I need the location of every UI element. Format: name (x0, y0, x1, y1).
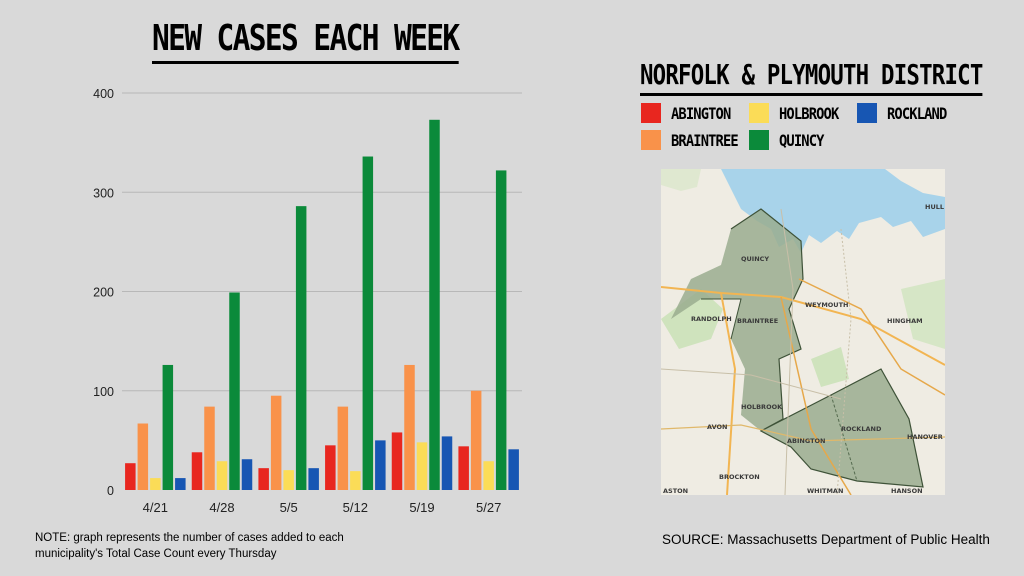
map-label-hanover: HANOVER (907, 433, 943, 441)
legend-swatch-holbrook (749, 103, 769, 123)
bar-quincy-5-27 (495, 170, 507, 491)
bar-abington-4-28 (191, 452, 203, 490)
bar-holbrook-4-28 (216, 461, 228, 490)
bar-rockland-5-27 (508, 449, 519, 490)
legend-item-rockland: ROCKLAND (857, 103, 956, 123)
legend: ABINGTON HOLBROOK ROCKLAND BRAINTREE QUI… (641, 103, 981, 153)
legend-label-holbrook: HOLBROOK (779, 103, 839, 123)
bar-quincy-5-19 (429, 119, 440, 491)
legend-label-rockland: ROCKLAND (887, 103, 947, 123)
bar-quincy-5-5 (295, 206, 307, 490)
bar-rockland-5-5 (308, 468, 319, 490)
legend-item-abington: ABINGTON (641, 103, 740, 123)
x-tick-label-5-27: 5/27 (476, 500, 501, 515)
legend-item-braintree: BRAINTREE (641, 130, 749, 150)
map-label-avon: AVON (707, 423, 727, 431)
x-tick-label-4-28: 4/28 (209, 500, 234, 515)
bar-rockland-4-21 (175, 478, 186, 490)
y-tick-label-300: 300 (93, 186, 114, 200)
legend-swatch-braintree (641, 130, 661, 150)
y-tick-label-100: 100 (93, 385, 114, 399)
bar-holbrook-4-21 (150, 478, 161, 490)
legend-label-braintree: BRAINTREE (671, 130, 739, 150)
bar-quincy-5-12 (362, 156, 374, 490)
y-tick-label-200: 200 (93, 286, 114, 300)
map-label-holbrook: HOLBROOK (741, 403, 783, 411)
bar-rockland-5-12 (375, 440, 386, 490)
bar-quincy-4-28 (229, 292, 240, 490)
map-label-hanson: HANSON (891, 487, 923, 495)
district-title: NORFOLK & PLYMOUTH DISTRICT (640, 58, 983, 96)
bar-chart: 0 100 200 300 400 4/21 4/28 5/5 5/12 5/19 5/27 (93, 87, 522, 515)
footnote: NOTE: graph represents the number of cas… (35, 532, 344, 560)
map-label-randolph: RANDOLPH (691, 315, 732, 323)
bar-quincy-4-21 (162, 364, 174, 490)
x-tick-label-5-19: 5/19 (409, 500, 434, 515)
y-tick-label-0: 0 (107, 484, 114, 498)
y-tick-label-400: 400 (93, 87, 114, 101)
map-label-weymouth: WEYMOUTH (805, 301, 848, 309)
x-tick-label-4-21: 4/21 (143, 500, 168, 515)
legend-label-quincy: QUINCY (779, 130, 824, 150)
legend-swatch-abington (641, 103, 661, 123)
x-tick-label-5-5: 5/5 (280, 500, 298, 515)
bar-braintree-5-5 (270, 395, 282, 490)
legend-item-holbrook: HOLBROOK (749, 103, 848, 123)
bar-abington-5-27 (458, 446, 469, 490)
bar-braintree-5-19 (404, 364, 415, 490)
map-label-braintree: BRAINTREE (737, 317, 778, 325)
legend-label-abington: ABINGTON (671, 103, 731, 123)
legend-swatch-rockland (857, 103, 877, 123)
bar-braintree-4-21 (137, 423, 149, 490)
map-label-rockland: ROCKLAND (841, 425, 882, 433)
map-label-hingham: HINGHAM (887, 317, 923, 325)
bar-holbrook-5-19 (416, 442, 428, 490)
bar-abington-5-19 (391, 432, 403, 490)
bar-braintree-4-28 (204, 406, 215, 490)
map-label-hull: HULL (925, 203, 944, 211)
bar-abington-5-5 (258, 468, 269, 490)
legend-swatch-quincy (749, 130, 769, 150)
bar-holbrook-5-27 (483, 461, 494, 490)
bar-holbrook-5-5 (283, 470, 294, 490)
bar-rockland-5-19 (441, 436, 453, 490)
source-credit: SOURCE: Massachusetts Department of Publ… (662, 532, 990, 547)
map-label-brockton: BROCKTON (719, 473, 760, 481)
bar-rockland-4-28 (241, 459, 253, 490)
map-label-abington: ABINGTON (787, 437, 825, 445)
district-map-graphic: QUINCY WEYMOUTH BRAINTREE RANDOLPH HINGH… (661, 169, 945, 495)
legend-item-quincy: QUINCY (749, 130, 831, 150)
bar-abington-5-12 (325, 445, 336, 490)
map-label-aston: ASTON (663, 487, 688, 495)
bar-braintree-5-12 (337, 406, 349, 490)
bar-holbrook-5-12 (350, 471, 361, 490)
bar-abington-4-21 (125, 463, 136, 490)
map-label-quincy: QUINCY (741, 255, 769, 263)
map-label-whitman: WHITMAN (807, 487, 843, 495)
bar-braintree-5-27 (470, 390, 482, 490)
chart-title: NEW CASES EACH WEEK (152, 18, 460, 64)
x-tick-label-5-12: 5/12 (343, 500, 368, 515)
district-map: QUINCY WEYMOUTH BRAINTREE RANDOLPH HINGH… (661, 169, 945, 495)
